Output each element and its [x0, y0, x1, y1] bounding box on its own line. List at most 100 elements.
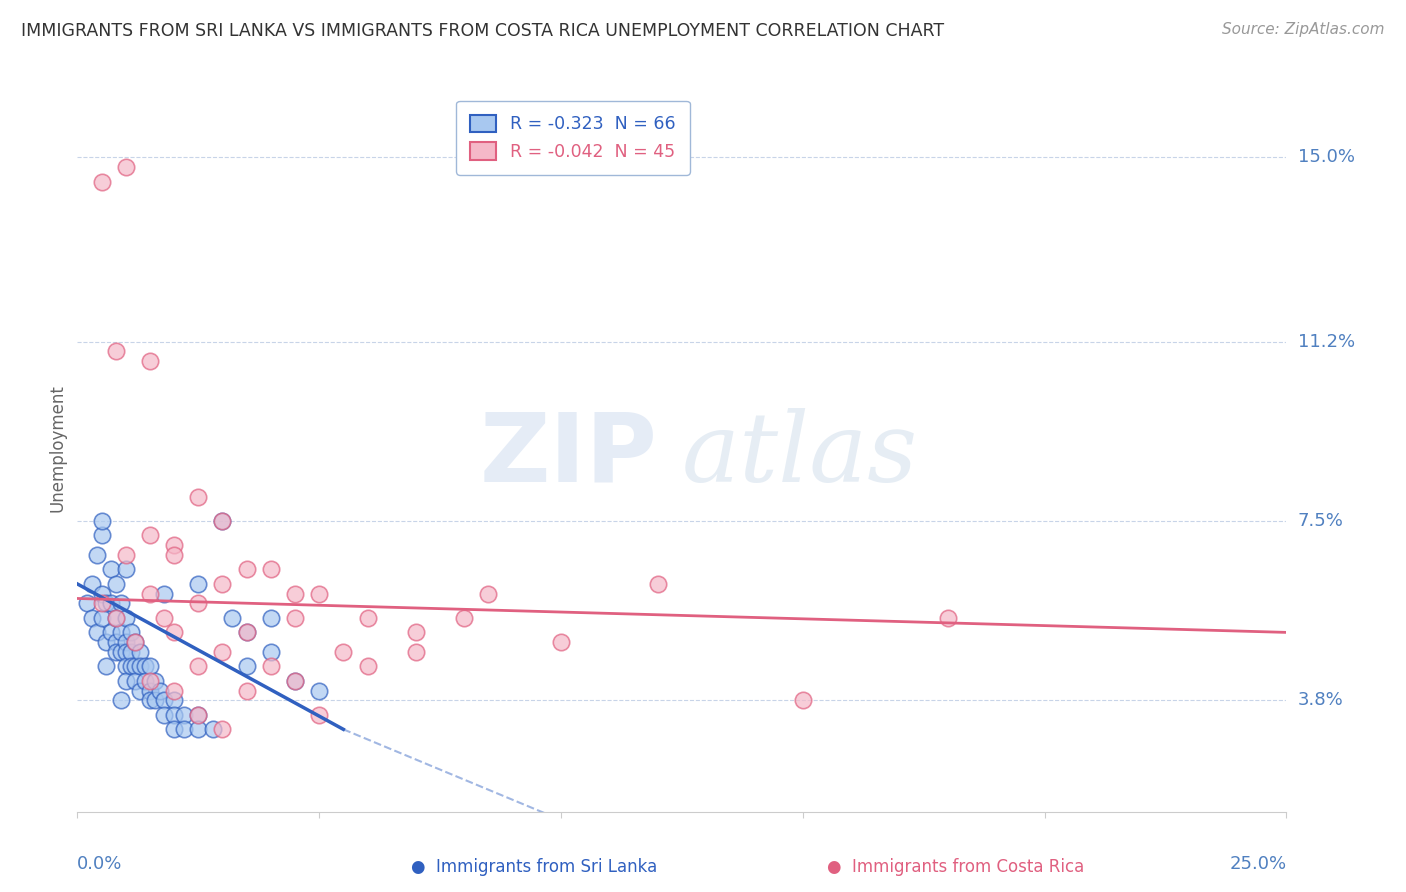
Point [114, 635, 136, 649]
Point [105, 645, 128, 659]
Point [163, 693, 186, 707]
Point [129, 683, 152, 698]
Text: ZIP: ZIP [479, 409, 658, 502]
Point [114, 562, 136, 576]
Point [86, 548, 108, 562]
Point [187, 596, 209, 610]
Legend: R = -0.323  N = 66, R = -0.042  N = 45: R = -0.323 N = 66, R = -0.042 N = 45 [457, 101, 690, 175]
Point [76, 596, 98, 610]
Y-axis label: Unemployment: Unemployment [48, 384, 66, 512]
Point [96, 596, 118, 610]
Point [173, 723, 195, 737]
Point [114, 659, 136, 673]
Point [284, 673, 307, 688]
Point [105, 611, 128, 625]
Point [153, 707, 176, 722]
Point [163, 548, 186, 562]
Point [139, 528, 162, 542]
Point [356, 611, 378, 625]
Point [96, 635, 118, 649]
Point [284, 611, 307, 625]
Point [120, 659, 142, 673]
Point [235, 625, 257, 640]
Text: ●  Immigrants from Sri Lanka: ● Immigrants from Sri Lanka [411, 858, 658, 876]
Point [163, 723, 186, 737]
Point [114, 645, 136, 659]
Point [211, 577, 233, 591]
Point [211, 514, 233, 528]
Point [105, 577, 128, 591]
Point [114, 611, 136, 625]
Point [114, 548, 136, 562]
Text: atlas: atlas [682, 409, 918, 502]
Point [139, 354, 162, 368]
Point [143, 693, 166, 707]
Point [105, 344, 128, 359]
Point [260, 645, 283, 659]
Point [211, 645, 233, 659]
Point [235, 683, 257, 698]
Point [308, 683, 330, 698]
Point [187, 577, 209, 591]
Point [163, 683, 186, 698]
Text: 25.0%: 25.0% [1229, 855, 1286, 873]
Point [153, 693, 176, 707]
Point [124, 635, 146, 649]
Point [308, 707, 330, 722]
Point [105, 611, 128, 625]
Point [187, 490, 209, 504]
Point [90, 175, 112, 189]
Point [114, 673, 136, 688]
Point [90, 587, 112, 601]
Point [235, 625, 257, 640]
Point [163, 625, 186, 640]
Point [163, 538, 186, 552]
Point [201, 723, 224, 737]
Point [120, 645, 142, 659]
Point [211, 514, 233, 528]
Text: 0.0%: 0.0% [77, 855, 122, 873]
Point [284, 587, 307, 601]
Point [100, 562, 122, 576]
Text: 7.5%: 7.5% [1298, 512, 1344, 530]
Point [405, 645, 427, 659]
Point [124, 673, 146, 688]
Point [153, 611, 176, 625]
Point [187, 659, 209, 673]
Point [110, 596, 132, 610]
Point [139, 587, 162, 601]
Point [134, 659, 156, 673]
Point [139, 673, 162, 688]
Point [260, 659, 283, 673]
Point [90, 514, 112, 528]
Point [143, 673, 166, 688]
Text: ●  Immigrants from Costa Rica: ● Immigrants from Costa Rica [828, 858, 1084, 876]
Point [124, 635, 146, 649]
Point [308, 587, 330, 601]
Point [153, 587, 176, 601]
Point [114, 160, 136, 174]
Point [100, 596, 122, 610]
Point [80, 577, 103, 591]
Point [90, 611, 112, 625]
Point [80, 611, 103, 625]
Text: 11.2%: 11.2% [1298, 333, 1355, 351]
Text: 3.8%: 3.8% [1298, 691, 1343, 709]
Point [211, 723, 233, 737]
Point [148, 683, 170, 698]
Point [163, 707, 186, 722]
Point [173, 707, 195, 722]
Point [105, 635, 128, 649]
Point [100, 625, 122, 640]
Text: Source: ZipAtlas.com: Source: ZipAtlas.com [1222, 22, 1385, 37]
Point [792, 693, 814, 707]
Point [936, 611, 959, 625]
Point [235, 659, 257, 673]
Point [284, 673, 307, 688]
Point [139, 683, 162, 698]
Point [129, 659, 152, 673]
Point [96, 659, 118, 673]
Text: IMMIGRANTS FROM SRI LANKA VS IMMIGRANTS FROM COSTA RICA UNEMPLOYMENT CORRELATION: IMMIGRANTS FROM SRI LANKA VS IMMIGRANTS … [21, 22, 945, 40]
Point [120, 625, 142, 640]
Point [453, 611, 475, 625]
